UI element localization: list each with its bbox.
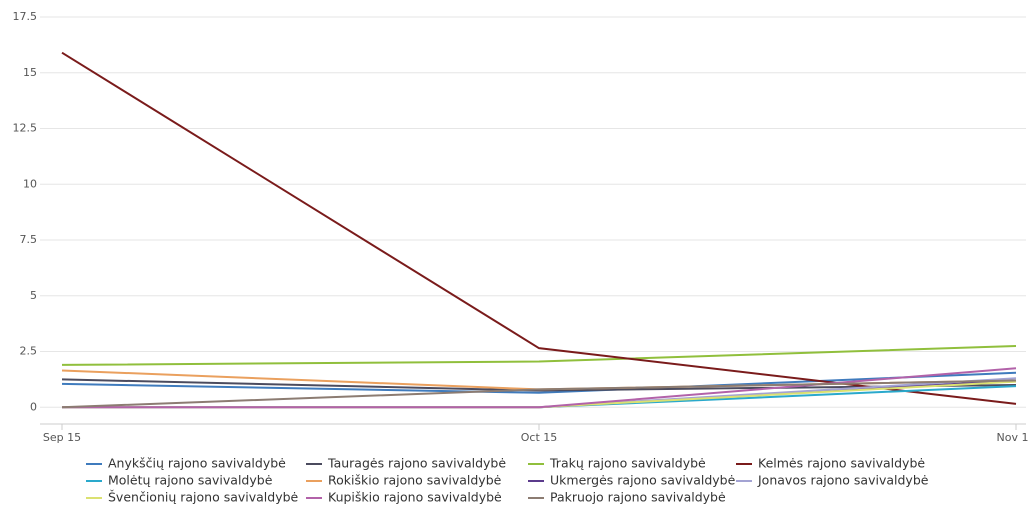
series-line [61, 371, 1017, 394]
legend-label: Tauragės rajono savivaldybė [327, 456, 506, 471]
legend-label: Kupiškio rajono savivaldybė [328, 490, 502, 505]
x-tick-label: Sep 15 [43, 431, 81, 444]
y-tick-label: 0 [30, 400, 37, 413]
y-tick-label: 10 [23, 177, 37, 190]
series-line [61, 344, 1017, 366]
legend-label: Jonavos rajono savivaldybė [757, 473, 929, 488]
y-tick-label: 5 [30, 289, 37, 302]
y-tick-label: 2.5 [20, 345, 38, 358]
legend-label: Pakruojo rajono savivaldybė [550, 490, 726, 505]
legend-label: Anykščių rajono savivaldybė [108, 456, 286, 471]
series-line [62, 380, 1017, 409]
legend-label: Rokiškio rajono savivaldybė [328, 473, 502, 488]
grid: 0 2.5 5 7.5 10 12.5 15 17.5 Sep 15 Oct 15 Nov 15 [13, 10, 1028, 444]
y-tick-label: 17.5 [13, 10, 38, 23]
y-tick-label: 7.5 [20, 233, 38, 246]
series-line [61, 379, 1017, 409]
series-line [62, 379, 1017, 409]
lines [61, 51, 1017, 409]
x-tick-label: Nov 15 [997, 431, 1028, 444]
x-tick-label: Oct 15 [521, 431, 558, 444]
legend-label: Ukmergės rajono savivaldybė [550, 473, 736, 488]
legend-label: Švenčionių rajono savivaldybė [108, 490, 299, 505]
series-line [62, 367, 1017, 409]
series-line [61, 51, 1017, 405]
series-line [61, 378, 1017, 392]
legend-label: Molėtų rajono savivaldybė [108, 473, 273, 488]
y-tick-label: 12.5 [13, 122, 38, 135]
legend-label: Kelmės rajono savivaldybė [758, 456, 925, 471]
y-tick-label: 15 [23, 66, 37, 79]
legend-label: Trakų rajono savivaldybė [549, 456, 706, 471]
legend: Anykščių rajono savivaldybė Tauragės rajo… [86, 456, 929, 505]
